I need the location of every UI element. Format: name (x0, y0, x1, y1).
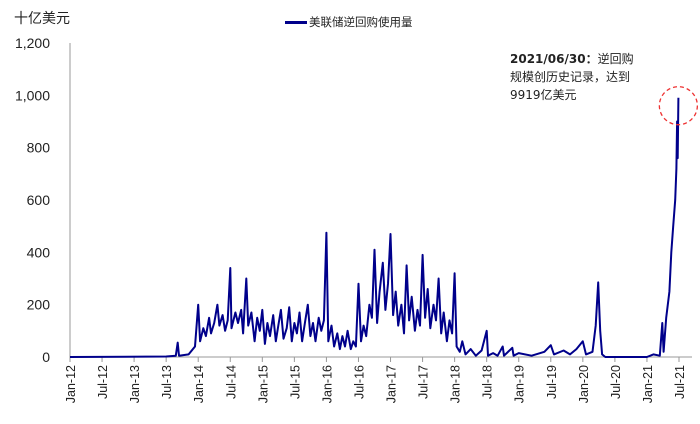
x-tick-label: Jul-13 (160, 365, 174, 399)
x-tick-label: Jul-20 (609, 365, 623, 399)
x-tick-label: Jan-19 (513, 365, 527, 403)
x-tick-label: Jan-21 (641, 365, 655, 403)
y-tick-label: 1,200 (15, 35, 50, 51)
annotation-date: 2021/06/30： (510, 52, 598, 66)
x-tick-label: Jul-18 (481, 365, 495, 399)
y-tick-label: 200 (27, 297, 51, 313)
series-line (69, 97, 680, 358)
y-tick-label: 800 (27, 140, 51, 156)
x-tick-label: Jan-17 (385, 365, 399, 403)
x-tick-label: Jul-17 (417, 365, 431, 399)
x-tick-label: Jan-18 (449, 365, 463, 403)
x-tick-label: Jan-20 (577, 365, 591, 403)
x-tick-label: Jan-12 (64, 365, 78, 403)
x-tick-label: Jul-21 (673, 365, 687, 399)
y-tick-label: 1,000 (15, 87, 50, 103)
legend-label: 美联储逆回购使用量 (309, 15, 413, 29)
legend: 美联储逆回购使用量 (285, 14, 413, 30)
x-tick-label: Jan-13 (128, 365, 142, 403)
highlight-circle (658, 86, 699, 126)
x-tick-label: Jul-14 (224, 365, 238, 399)
x-tick-label: Jul-19 (545, 365, 559, 399)
legend-swatch (285, 20, 307, 24)
x-tick-label: Jul-15 (288, 365, 302, 399)
x-tick-label: Jan-14 (192, 365, 206, 403)
x-tick-label: Jan-15 (256, 365, 270, 403)
x-tick-label: Jul-12 (96, 365, 110, 399)
x-tick-label: Jan-16 (320, 365, 334, 403)
annotation-body: 逆回购规模创历史记录，达到9919亿美元 (510, 52, 634, 102)
y-tick-label: 600 (27, 192, 51, 208)
y-axis-unit-label: 十亿美元 (14, 11, 70, 27)
y-tick-label: 400 (27, 244, 51, 260)
annotation-text: 2021/06/30：逆回购规模创历史记录，达到9919亿美元 (510, 50, 640, 104)
y-tick-label: 0 (42, 349, 50, 365)
x-tick-label: Jul-16 (352, 365, 366, 399)
